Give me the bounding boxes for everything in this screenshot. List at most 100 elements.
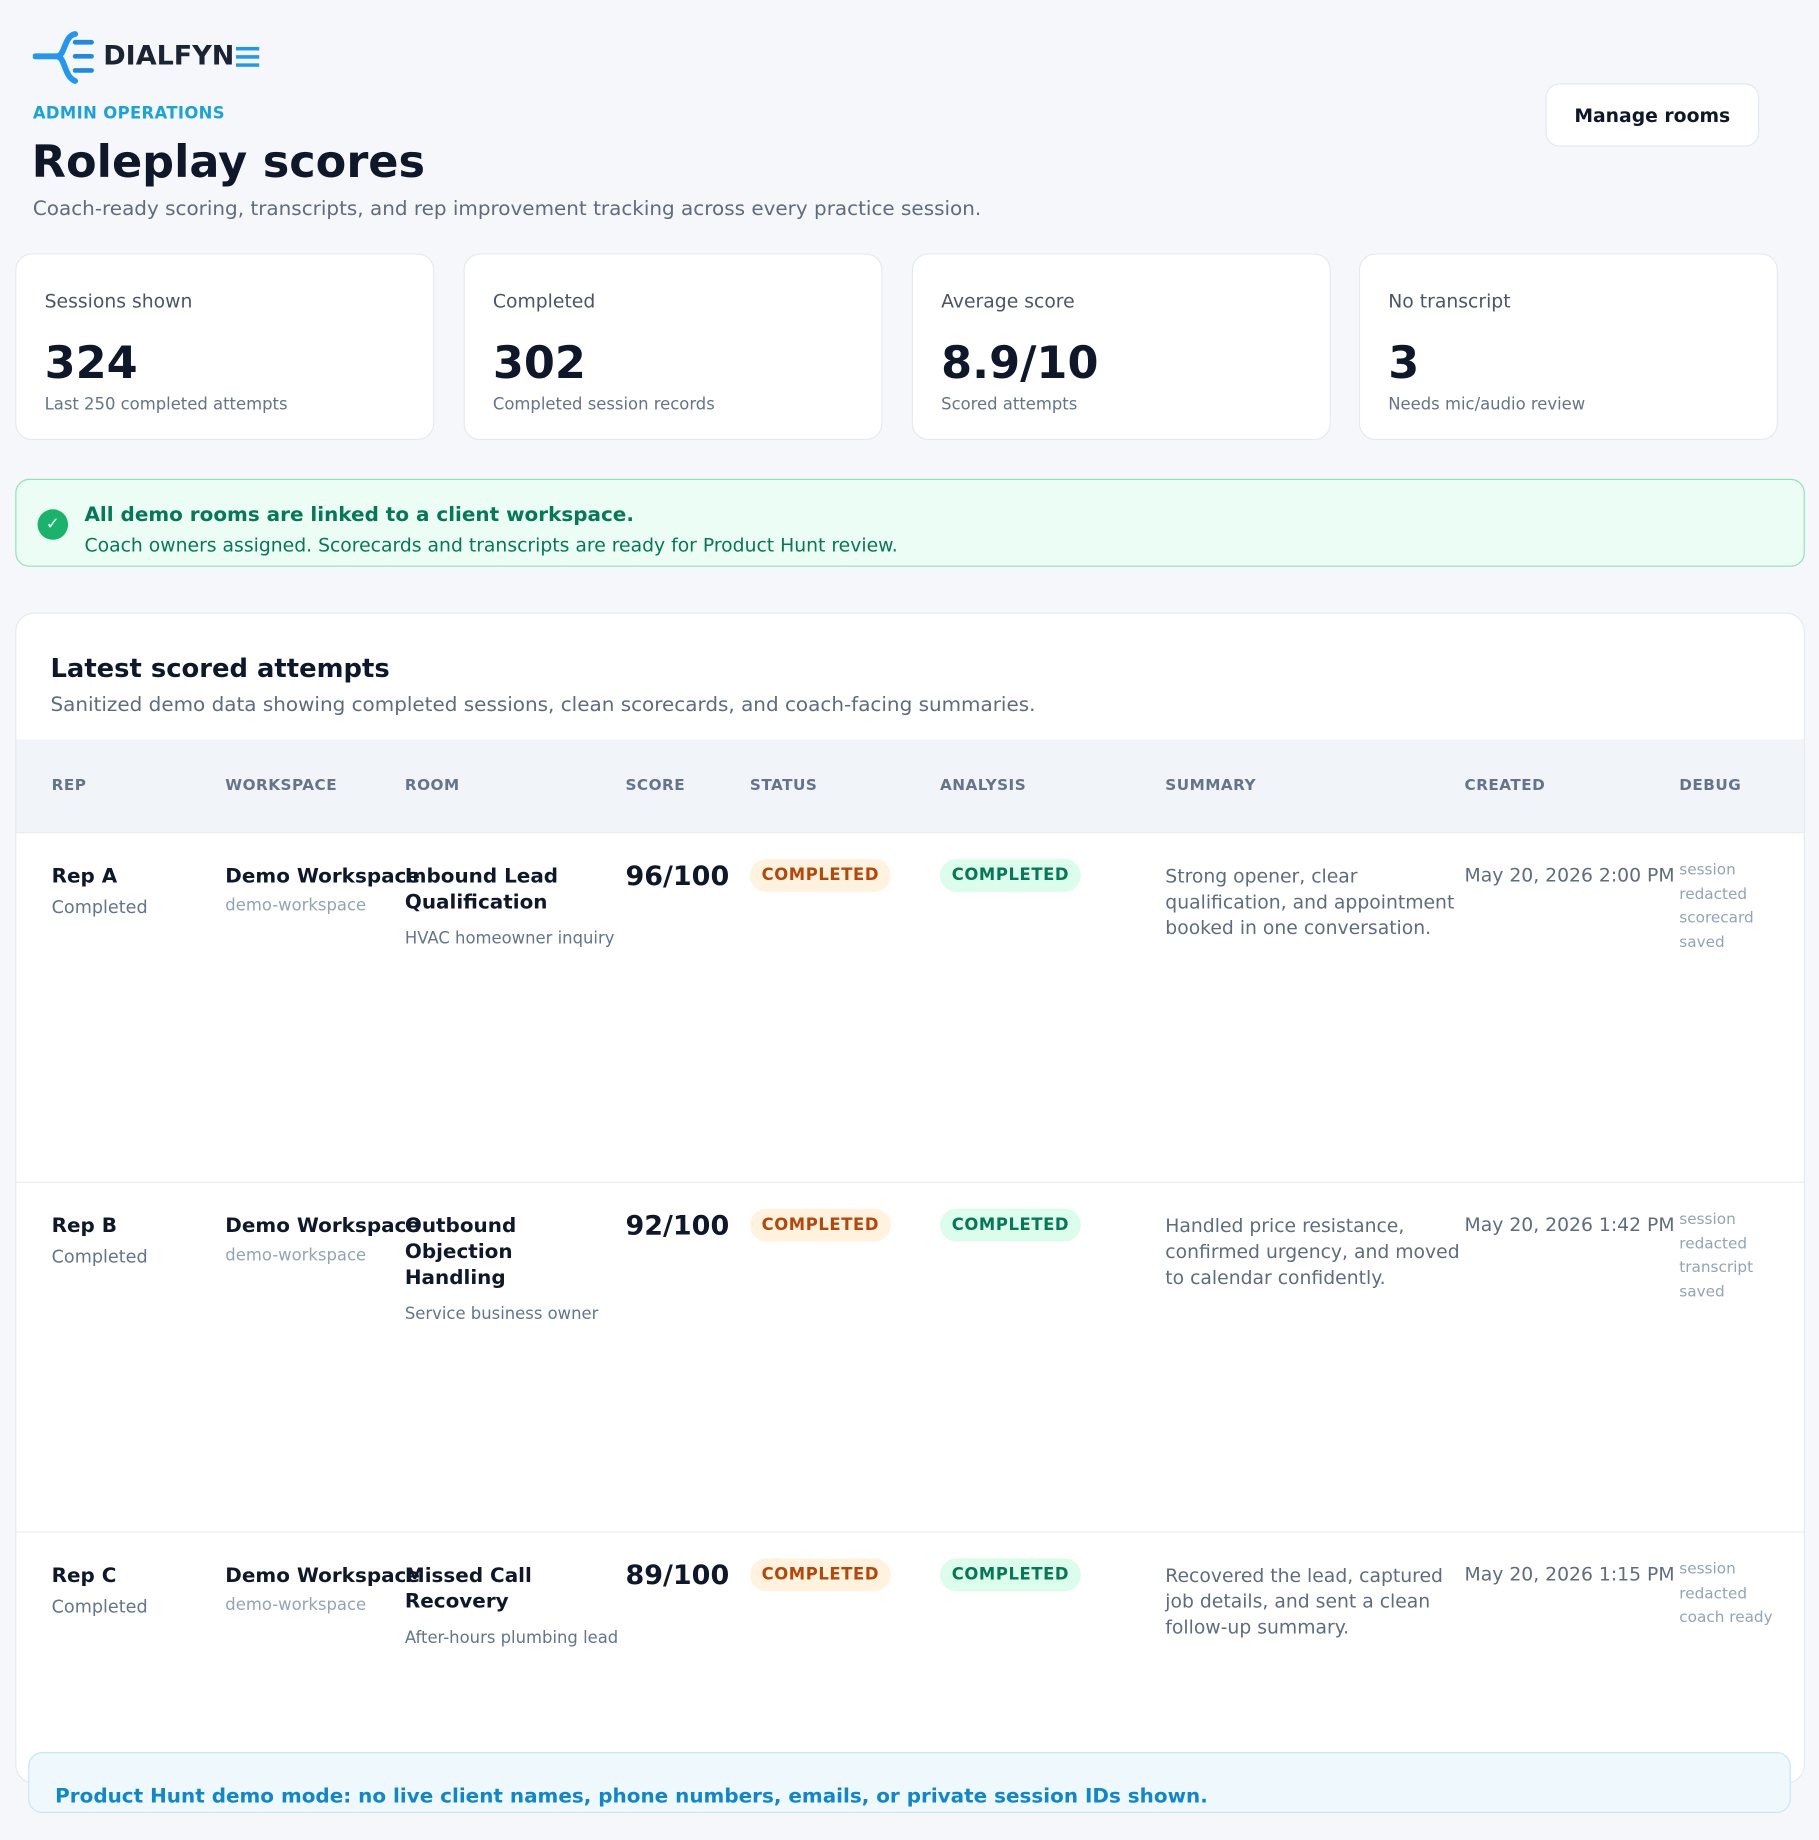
stat-note: Completed session records: [492, 395, 715, 415]
stat-value: 324: [44, 336, 138, 389]
manage-rooms-button[interactable]: Manage rooms: [1545, 83, 1760, 147]
analysis-cell: COMPLETED: [939, 1208, 1081, 1242]
column-header: ANALYSIS: [939, 776, 1027, 795]
rep-name: Rep A: [51, 864, 118, 889]
room-cell: Missed Call Recovery After-hours plumbing…: [404, 1563, 619, 1648]
stat-note: Needs mic/audio review: [1388, 395, 1586, 415]
eyebrow: ADMIN OPERATIONS: [32, 104, 225, 124]
score-cell: 92/100: [625, 1211, 729, 1242]
debug: session redacted transcript saved: [1679, 1211, 1754, 1301]
column-header: SUMMARY: [1165, 776, 1257, 795]
rep-name: Rep B: [51, 1214, 117, 1239]
created-cell: May 20, 2026 1:42 PM: [1465, 1213, 1675, 1235]
analysis-cell: COMPLETED: [939, 859, 1081, 892]
summary-cell: Recovered the lead, captured job details…: [1165, 1563, 1472, 1640]
status-cell: COMPLETED: [749, 859, 891, 892]
stat-label: No transcript: [1388, 289, 1511, 313]
table-card: Latest scored attempts Sanitized demo da…: [15, 612, 1805, 1784]
status-cell: COMPLETED: [749, 1558, 891, 1592]
table-row[interactable]: Rep A Completed Demo Workspace demo-workspa…: [16, 832, 1804, 1183]
workspace-cell: Demo Workspace demo-workspace: [225, 1213, 420, 1265]
debug-cell: session redacted scorecard saved: [1679, 859, 1773, 955]
rep-cell: Rep B Completed: [51, 1213, 148, 1268]
workspace-name: Demo Workspace: [225, 864, 420, 889]
rep-cell: Rep A Completed: [52, 864, 148, 918]
status-badge: COMPLETED: [749, 859, 891, 892]
column-header: CREATED: [1464, 776, 1546, 795]
created: May 20, 2026 2:00 PM: [1464, 863, 1675, 886]
stat-card: Average score 8.9/10 Scored attempts: [911, 253, 1331, 441]
column-header: DEBUG: [1679, 776, 1742, 795]
status-badge: COMPLETED: [749, 1558, 891, 1592]
analysis-cell: COMPLETED: [939, 1558, 1081, 1592]
banner-title: All demo rooms are linked to a client wo…: [84, 503, 634, 527]
rep-status: Completed: [51, 896, 148, 918]
room-name: Inbound Lead Qualification: [404, 864, 559, 915]
workspace-slug: demo-workspace: [225, 1246, 367, 1266]
logo-icon: [32, 31, 94, 84]
debug-cell: session redacted coach ready: [1679, 1558, 1773, 1630]
debug: session redacted coach ready: [1679, 1560, 1773, 1627]
rep-cell: Rep C Completed: [52, 1563, 148, 1617]
room-cell: Outbound Objection Handling Service busin…: [404, 1213, 604, 1324]
table-row[interactable]: Rep B Completed Demo Workspace demo-workspa…: [16, 1181, 1804, 1533]
stat-value: 302: [492, 336, 586, 389]
score-cell: 96/100: [625, 861, 729, 892]
stat-note: Scored attempts: [941, 395, 1078, 415]
logo-text: DIALFYN: [103, 41, 235, 72]
room-detail: HVAC homeowner inquiry: [404, 929, 615, 949]
page-title: Roleplay scores: [31, 136, 426, 188]
rep-name: Rep C: [51, 1564, 117, 1588]
room-detail: After-hours plumbing lead: [404, 1628, 619, 1648]
summary: Strong opener, clear qualification, and …: [1165, 864, 1455, 939]
created-cell: May 20, 2026 2:00 PM: [1465, 864, 1675, 886]
room-detail: Service business owner: [404, 1304, 599, 1324]
workspace-name: Demo Workspace: [225, 1564, 420, 1588]
stat-label: Average score: [941, 289, 1075, 313]
table-row[interactable]: Rep C Completed Demo Workspace demo-workspa…: [16, 1531, 1804, 1782]
table-header: REP WORKSPACE ROOM SCORE STATUS ANALYSIS SUMMA…: [16, 739, 1804, 833]
column-header: STATUS: [749, 776, 818, 795]
column-header: SCORE: [625, 776, 686, 795]
score: 89/100: [625, 1560, 730, 1592]
workspace-slug: demo-workspace: [225, 1595, 367, 1615]
stat-note: Last 250 completed attempts: [44, 395, 288, 415]
logo-mark: [235, 46, 260, 67]
banner: ✓ All demo rooms are linked to a client …: [15, 478, 1805, 567]
stat-value: 3: [1388, 336, 1420, 389]
footer-note: Product Hunt demo mode: no live client n…: [55, 1784, 1208, 1809]
created-cell: May 20, 2026 1:15 PM: [1465, 1563, 1675, 1585]
status-cell: COMPLETED: [749, 1208, 891, 1242]
banner-text: Coach owners assigned. Scorecards and tr…: [84, 533, 898, 557]
stat-card: Completed 302 Completed session records: [463, 253, 883, 441]
workspace-name: Demo Workspace: [225, 1214, 420, 1239]
created: May 20, 2026 1:15 PM: [1464, 1563, 1675, 1586]
stat-card: Sessions shown 324 Last 250 completed atte…: [15, 253, 435, 441]
status-badge: COMPLETED: [749, 1208, 891, 1242]
summary: Recovered the lead, captured job details…: [1165, 1564, 1443, 1639]
workspace-slug: demo-workspace: [225, 896, 367, 916]
created: May 20, 2026 1:42 PM: [1464, 1213, 1675, 1236]
logo: DIALFYN: [103, 41, 260, 72]
table-title: Latest scored attempts: [50, 654, 390, 685]
room-cell: Inbound Lead Qualification HVAC homeowner…: [404, 864, 615, 949]
room-name: Outbound Objection Handling: [404, 1214, 517, 1290]
analysis-badge: COMPLETED: [939, 1558, 1081, 1592]
debug-cell: session redacted transcript saved: [1679, 1209, 1773, 1305]
score: 96/100: [625, 861, 730, 892]
page-subtitle: Coach-ready scoring, transcripts, and re…: [32, 197, 982, 221]
column-header: ROOM: [404, 776, 460, 795]
score: 92/100: [625, 1211, 730, 1242]
room-name: Missed Call Recovery: [404, 1564, 532, 1614]
workspace-cell: Demo Workspace demo-workspace: [225, 864, 420, 916]
column-header: REP: [51, 776, 87, 795]
table-subtitle: Sanitized demo data showing completed se…: [50, 693, 1036, 718]
rep-status: Completed: [51, 1595, 148, 1618]
stat-card: No transcript 3 Needs mic/audio review: [1358, 253, 1778, 441]
stat-label: Completed: [492, 289, 596, 313]
debug: session redacted scorecard saved: [1679, 861, 1754, 952]
rep-status: Completed: [51, 1246, 148, 1268]
stat-label: Sessions shown: [44, 289, 193, 313]
